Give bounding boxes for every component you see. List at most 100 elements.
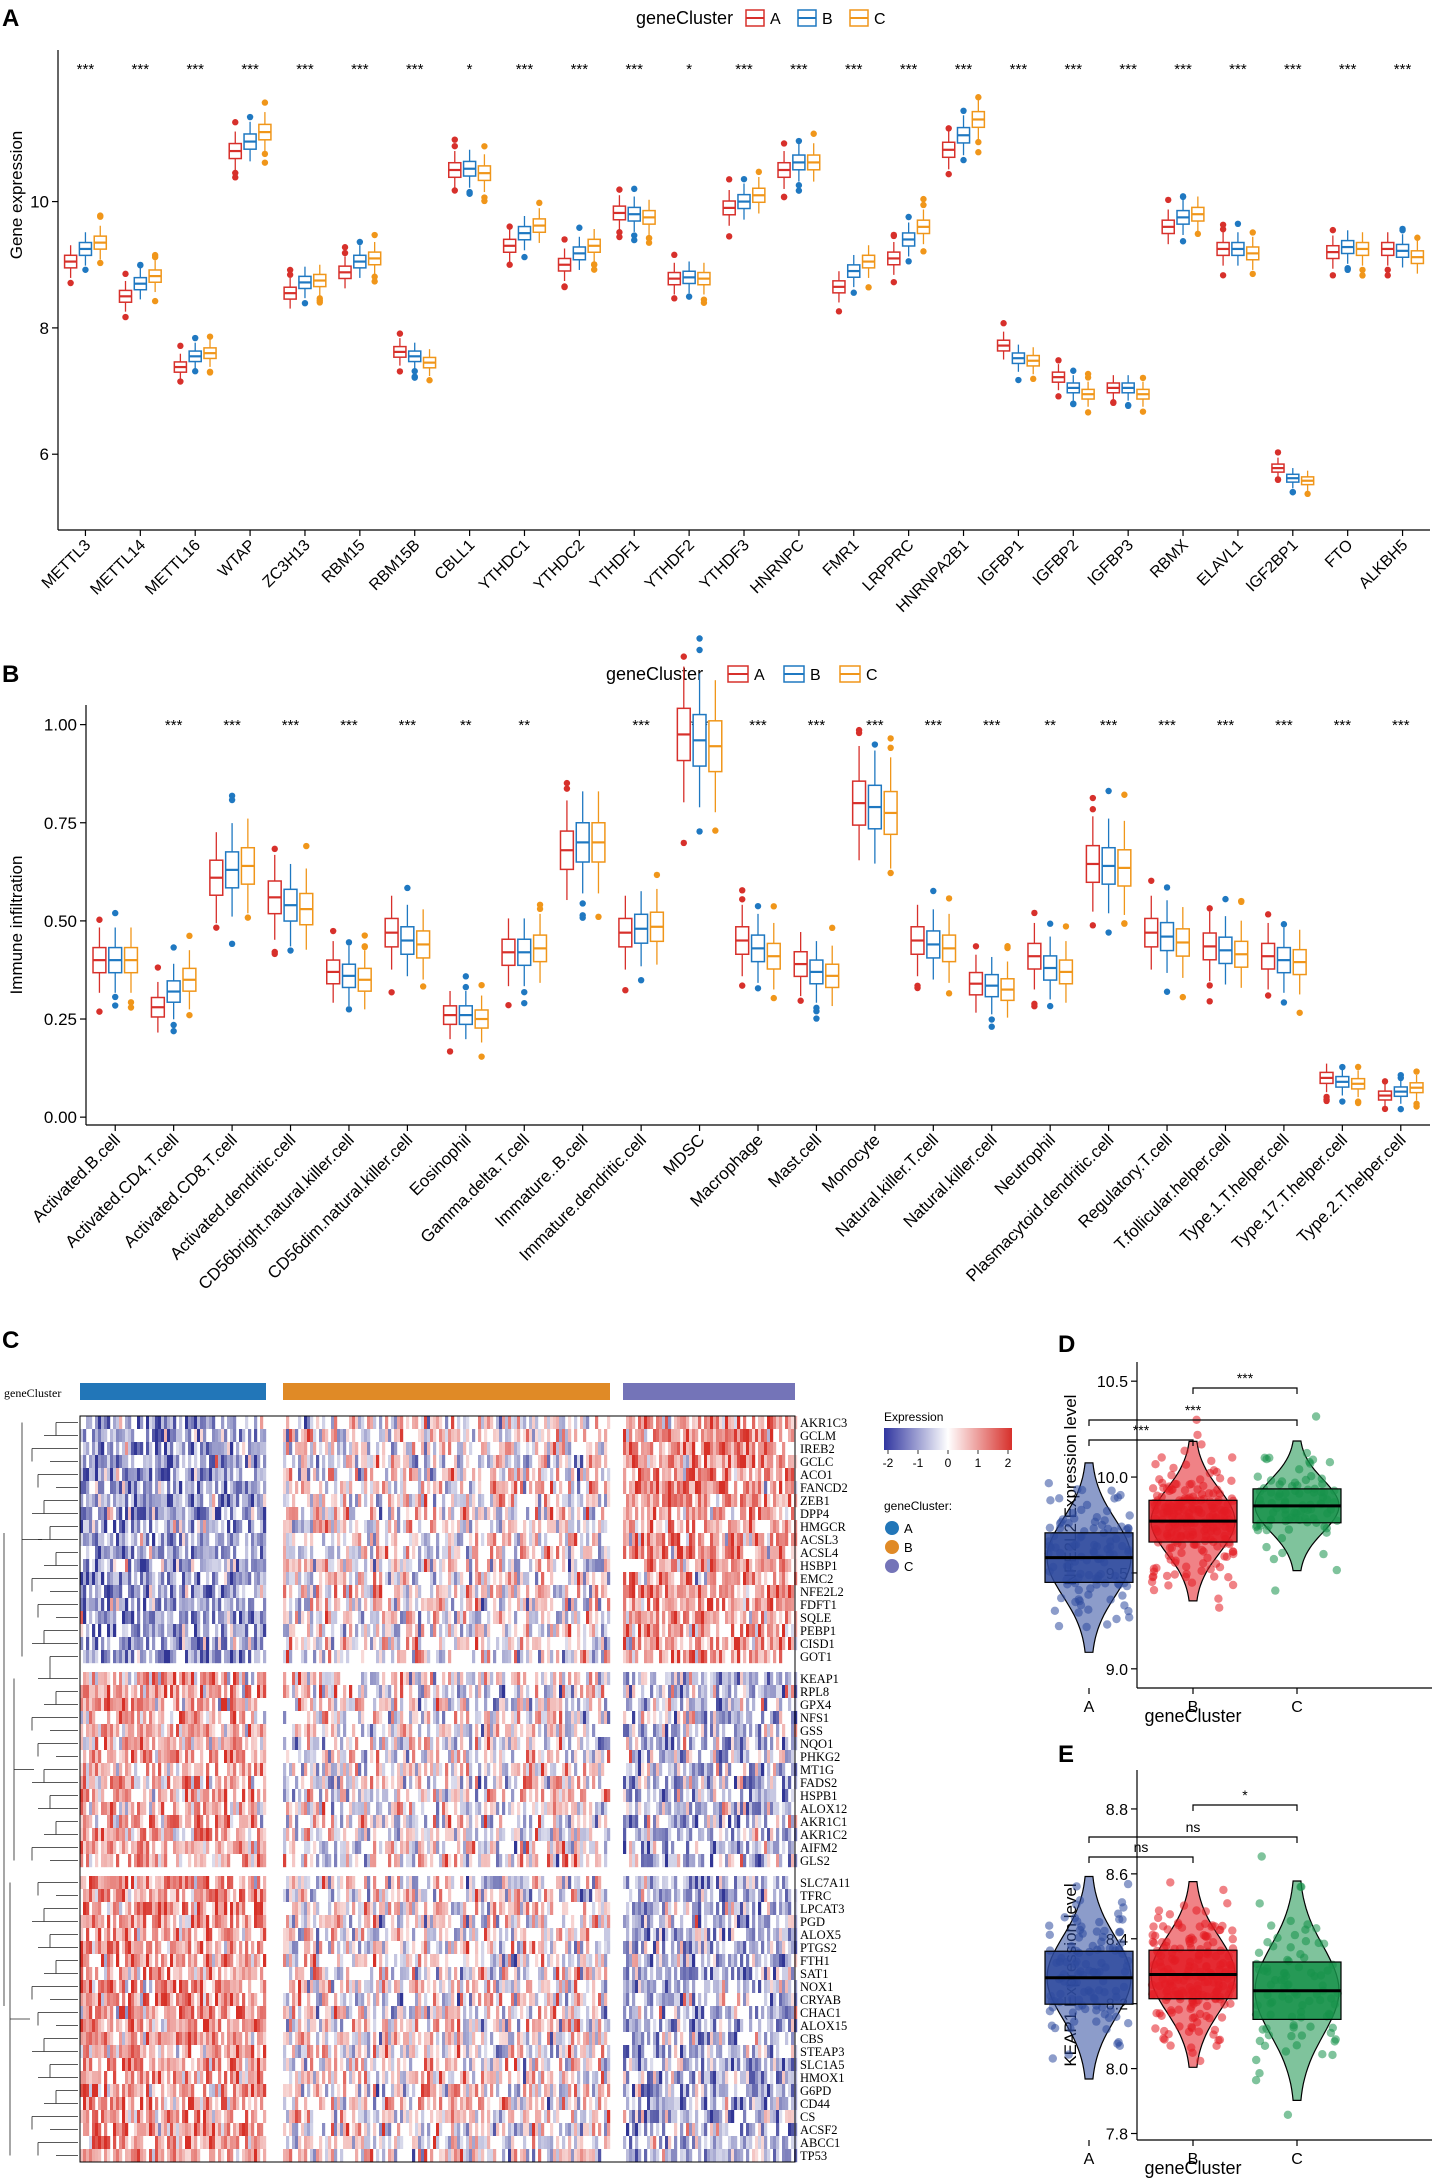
heatmap-cell	[650, 1442, 654, 1456]
heatmap-cell	[239, 1698, 243, 1712]
heatmap-cell	[340, 1481, 344, 1495]
heatmap-cell	[601, 1572, 605, 1586]
heatmap-cell	[758, 1533, 762, 1547]
heatmap-cell	[301, 1507, 305, 1521]
heatmap-cell	[343, 1711, 347, 1725]
heatmap-cell	[785, 1559, 789, 1573]
heatmap-cell	[391, 1572, 395, 1586]
x-tick-label: HNRNPC	[747, 537, 807, 597]
outlier-point	[671, 295, 678, 302]
heatmap-cell	[662, 1624, 666, 1638]
heatmap-cell	[134, 1685, 138, 1699]
heatmap-cell	[704, 1468, 708, 1482]
heatmap-cell	[257, 1533, 261, 1547]
heatmap-cell	[580, 1711, 584, 1725]
heatmap-cell	[577, 1520, 581, 1534]
heatmap-cell	[472, 1650, 476, 1664]
heatmap-cell	[98, 1455, 102, 1469]
heatmap-cell	[406, 1507, 410, 1521]
heatmap-cell	[707, 1494, 711, 1508]
heatmap-cell	[236, 1650, 240, 1664]
heatmap-cell	[749, 1572, 753, 1586]
heatmap-cell	[104, 1546, 108, 1560]
heatmap-cell	[671, 1442, 675, 1456]
heatmap-cell	[254, 1546, 258, 1560]
heatmap-cell	[164, 1585, 168, 1599]
heatmap-cell	[460, 1611, 464, 1625]
heatmap-cell	[236, 1520, 240, 1534]
heatmap-cell	[424, 1416, 428, 1430]
heatmap-cell	[641, 1520, 645, 1534]
heatmap-cell	[433, 1611, 437, 1625]
heatmap-cell	[415, 1598, 419, 1612]
heatmap-cell	[295, 1559, 299, 1573]
heatmap-cell	[200, 1711, 204, 1725]
heatmap-cell	[188, 1507, 192, 1521]
heatmap-cell	[233, 1416, 237, 1430]
heatmap-cell	[161, 1468, 165, 1482]
heatmap-cell	[218, 1507, 222, 1521]
heatmap-cell	[119, 1546, 123, 1560]
heatmap-cell	[310, 1429, 314, 1443]
heatmap-cell	[595, 1481, 599, 1495]
heatmap-cell	[713, 1520, 717, 1534]
heatmap-cell	[424, 1698, 428, 1712]
heatmap-cell	[556, 1520, 560, 1534]
heatmap-cell	[770, 1533, 774, 1547]
heatmap-cell	[547, 1724, 551, 1738]
outlier-point	[1339, 1098, 1346, 1105]
heatmap-cell	[206, 1724, 210, 1738]
heatmap-cell	[221, 1533, 225, 1547]
heatmap-cell	[568, 1416, 572, 1430]
x-tick-label: YTHDF2	[642, 537, 698, 593]
heatmap-gene-label: ACSL4	[800, 1546, 839, 1560]
heatmap-cell	[638, 1672, 642, 1686]
heatmap-cell	[212, 1672, 216, 1686]
heatmap-cell	[668, 1468, 672, 1482]
heatmap-cell	[95, 1520, 99, 1534]
heatmap-cell	[589, 1672, 593, 1686]
heatmap-cell	[656, 1429, 660, 1443]
heatmap-cell	[80, 1585, 84, 1599]
heatmap-cell	[137, 1611, 141, 1625]
significance-label: ***	[406, 61, 424, 78]
heatmap-cell	[173, 1559, 177, 1573]
heatmap-cell	[376, 1455, 380, 1469]
heatmap-cell	[680, 1442, 684, 1456]
heatmap-cell	[286, 1685, 290, 1699]
heatmap-cell	[770, 1672, 774, 1686]
heatmap-cell	[149, 1598, 153, 1612]
heatmap-cell	[668, 1698, 672, 1712]
heatmap-cell	[716, 1520, 720, 1534]
heatmap-cell	[695, 1507, 699, 1521]
heatmap-cell	[764, 1494, 768, 1508]
outlier-point	[1264, 911, 1272, 918]
heatmap-cell	[598, 1598, 602, 1612]
outlier-point	[96, 1008, 103, 1015]
heatmap-cell	[568, 1494, 572, 1508]
heatmap-cell	[98, 1559, 102, 1573]
heatmap-cell	[188, 1650, 192, 1664]
heatmap-cell	[116, 1507, 120, 1521]
heatmap-cell	[233, 1520, 237, 1534]
heatmap-cell	[538, 1494, 542, 1508]
heatmap-cell	[92, 1624, 96, 1638]
heatmap-cell	[412, 1494, 416, 1508]
heatmap-cell	[122, 1455, 126, 1469]
heatmap-cell	[167, 1533, 171, 1547]
heatmap-cell	[295, 1637, 299, 1651]
heatmap-cell	[716, 1507, 720, 1521]
heatmap-cell	[601, 1507, 605, 1521]
heatmap-cell	[418, 1724, 422, 1738]
heatmap-cell	[680, 1637, 684, 1651]
heatmap-cell	[107, 1507, 111, 1521]
heatmap-cell	[158, 1624, 162, 1638]
heatmap-cell	[535, 1711, 539, 1725]
heatmap-cell	[352, 1442, 356, 1456]
heatmap-cell	[83, 1672, 87, 1686]
heatmap-cell	[182, 1455, 186, 1469]
heatmap-cell	[598, 1698, 602, 1712]
heatmap-cell	[122, 1533, 126, 1547]
heatmap-cell	[731, 1637, 735, 1651]
heatmap-cell	[316, 1455, 320, 1469]
